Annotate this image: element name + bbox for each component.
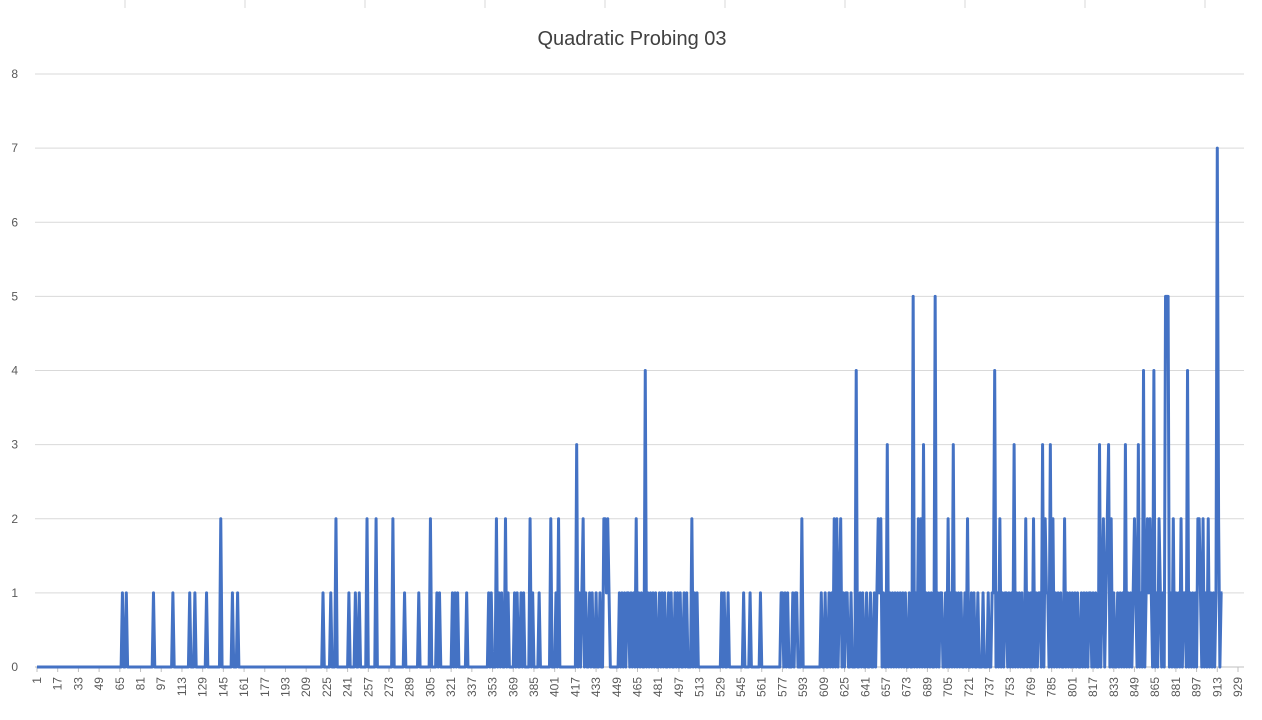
x-tick-label: 337	[465, 677, 479, 697]
x-tick-label: 305	[423, 677, 437, 697]
x-tick-label: 17	[51, 677, 65, 691]
y-tick-label: 0	[11, 660, 18, 674]
x-tick-label: 801	[1065, 677, 1079, 697]
x-tick-label: 561	[755, 677, 769, 697]
x-tick-label: 33	[71, 677, 85, 691]
x-tick-label: 81	[134, 677, 148, 691]
x-tick-label: 241	[341, 677, 355, 697]
x-tick-label: 721	[962, 677, 976, 697]
x-tick-label: 385	[527, 677, 541, 697]
x-tick-label: 897	[1190, 677, 1204, 697]
x-tick-label: 321	[444, 677, 458, 697]
x-tick-label: 865	[1148, 677, 1162, 697]
x-tick-label: 929	[1231, 677, 1245, 697]
x-tick-label: 817	[1086, 677, 1100, 697]
x-tick-label: 593	[796, 677, 810, 697]
x-tick-label: 449	[610, 677, 624, 697]
x-tick-label: 753	[1003, 677, 1017, 697]
x-tick-label: 369	[506, 677, 520, 697]
x-tick-label: 465	[631, 677, 645, 697]
x-tick-label: 641	[858, 677, 872, 697]
y-tick-label: 3	[11, 438, 18, 452]
x-tick-label: 657	[879, 677, 893, 697]
y-tick-label: 7	[11, 141, 18, 155]
x-tick-label: 193	[278, 677, 292, 697]
y-tick-label: 6	[11, 215, 18, 229]
x-tick-label: 97	[154, 677, 168, 691]
x-tick-label: 209	[299, 677, 313, 697]
x-tick-label: 497	[672, 677, 686, 697]
x-tick-label: 401	[548, 677, 562, 697]
x-tick-label: 849	[1127, 677, 1141, 697]
x-tick-label: 145	[216, 677, 230, 697]
y-tick-label: 4	[11, 364, 18, 378]
x-tick-label: 673	[900, 677, 914, 697]
chart-title: Quadratic Probing 03	[537, 28, 726, 50]
x-tick-label: 49	[92, 677, 106, 691]
x-tick-label: 737	[983, 677, 997, 697]
x-tick-label: 481	[651, 677, 665, 697]
x-tick-label: 257	[361, 677, 375, 697]
x-tick-label: 913	[1210, 677, 1224, 697]
y-tick-label: 1	[11, 586, 18, 600]
y-tick-label: 2	[11, 512, 18, 526]
x-tick-label: 225	[320, 677, 334, 697]
x-tick-label: 289	[403, 677, 417, 697]
sheet-column-borders	[124, 0, 1206, 8]
x-tick-label: 689	[920, 677, 934, 697]
x-tick-label: 113	[175, 677, 189, 696]
x-tick-label: 273	[382, 677, 396, 697]
x-tick-label: 129	[196, 677, 210, 697]
x-tick-label: 529	[713, 677, 727, 697]
x-tick-label: 177	[258, 677, 272, 697]
x-tick-label: 625	[838, 677, 852, 697]
y-tick-label: 8	[11, 67, 18, 81]
x-tick-label: 417	[568, 677, 582, 697]
x-tick-label: 65	[113, 677, 127, 691]
x-tick-label: 609	[817, 677, 831, 697]
x-tick-label: 161	[237, 677, 251, 697]
x-tick-label: 833	[1107, 677, 1121, 697]
x-tick-label: 513	[693, 677, 707, 697]
x-tick-label: 785	[1045, 677, 1059, 697]
x-tick-label: 705	[941, 677, 955, 697]
x-tick-label: 881	[1169, 677, 1183, 697]
x-tick-label: 769	[1024, 677, 1038, 697]
x-tick-label: 577	[775, 677, 789, 697]
x-tick-label: 1	[30, 677, 44, 684]
x-tick-label: 545	[734, 677, 748, 697]
x-tick-label: 353	[486, 677, 500, 697]
x-tick-label: 433	[589, 677, 603, 697]
y-tick-label: 5	[11, 289, 18, 303]
data-line	[36, 146, 1223, 669]
